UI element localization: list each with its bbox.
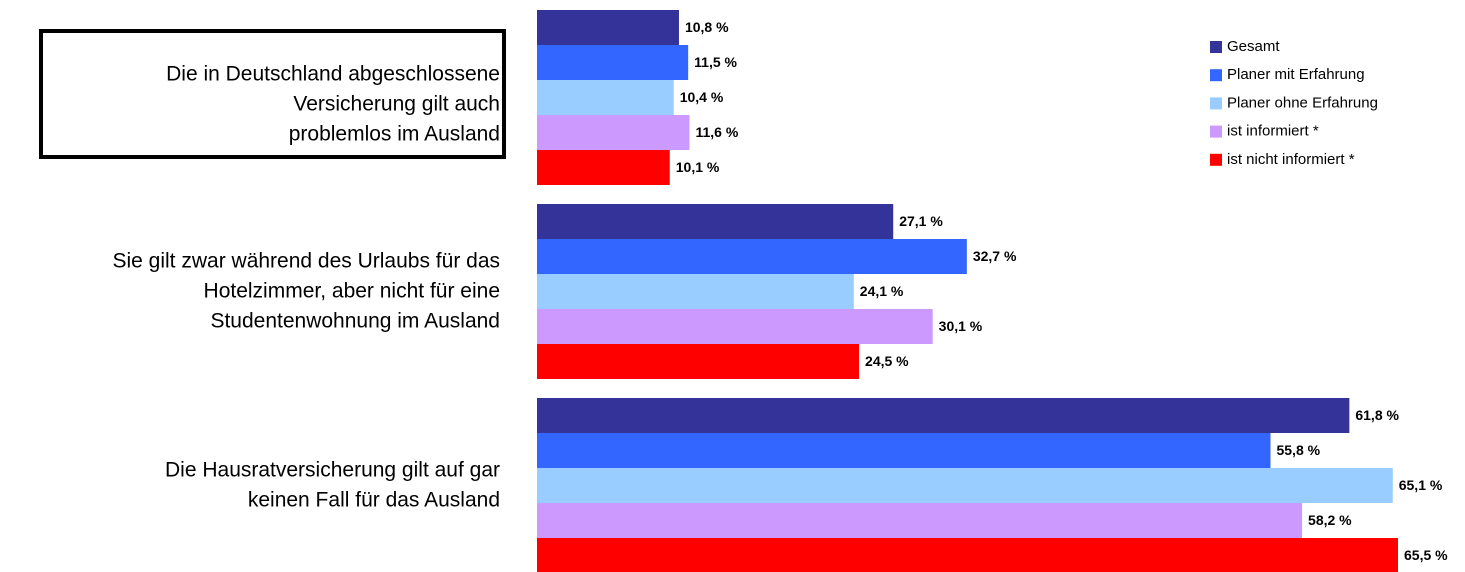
category-label: Die in Deutschland abgeschlossene Versich… <box>166 62 500 145</box>
category-label: Die Hausratversicherung gilt auf gar kein… <box>165 458 500 511</box>
legend-swatch <box>1210 69 1222 82</box>
value-label: 30,1 % <box>939 318 983 334</box>
bar <box>537 309 933 344</box>
bar <box>537 115 690 150</box>
value-label: 65,5 % <box>1404 547 1448 563</box>
value-label: 11,5 % <box>694 54 737 70</box>
bar <box>537 150 670 185</box>
value-label: 10,1 % <box>676 159 720 175</box>
bar <box>537 45 689 80</box>
bar <box>537 10 679 45</box>
value-label: 24,1 % <box>860 283 904 299</box>
legend-label: ist informiert * <box>1227 123 1319 140</box>
bar <box>537 398 1350 433</box>
bar <box>537 204 894 239</box>
bar <box>537 433 1271 468</box>
value-label: 27,1 % <box>899 213 943 229</box>
value-label: 65,1 % <box>1399 477 1443 493</box>
bar <box>537 239 967 274</box>
value-label: 61,8 % <box>1355 407 1399 423</box>
legend-swatch <box>1210 153 1222 166</box>
value-label: 11,6 % <box>695 124 738 140</box>
value-label: 24,5 % <box>865 353 909 369</box>
bar <box>537 503 1303 538</box>
bar <box>537 274 854 309</box>
legend-swatch <box>1210 125 1222 138</box>
bar <box>537 80 674 115</box>
value-label: 55,8 % <box>1276 442 1320 458</box>
label-frame <box>39 29 506 159</box>
bar <box>537 468 1393 503</box>
legend-label: ist nicht informiert * <box>1227 151 1355 168</box>
legend-label: Planer ohne Erfahrung <box>1227 94 1378 111</box>
legend-label: Gesamt <box>1227 38 1280 55</box>
value-label: 32,7 % <box>973 248 1017 264</box>
legend-swatch <box>1210 97 1222 110</box>
bar <box>537 538 1398 572</box>
legend-swatch <box>1210 41 1222 53</box>
category-label: Sie gilt zwar während des Urlaubs für da… <box>112 249 500 332</box>
value-label: 58,2 % <box>1308 512 1352 528</box>
legend-label: Planer mit Erfahrung <box>1227 66 1365 83</box>
value-label: 10,4 % <box>680 89 724 105</box>
value-label: 10,8 % <box>685 19 729 35</box>
bar <box>537 344 860 379</box>
